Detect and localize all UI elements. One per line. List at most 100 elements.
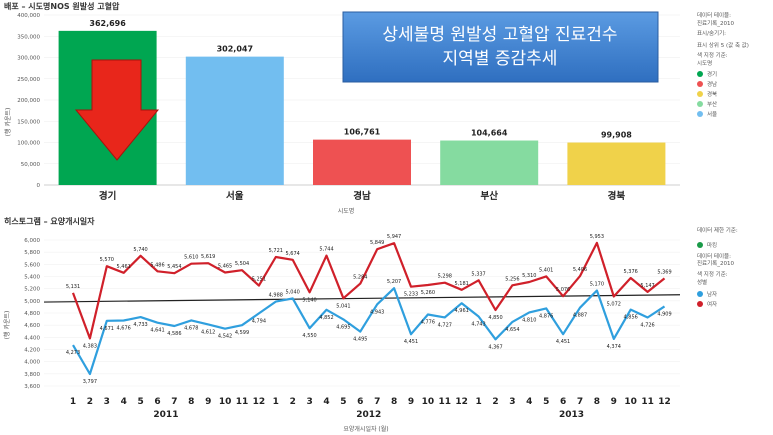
- line-data-label: 4,727: [438, 322, 452, 328]
- bar-legend-entry: 경남: [707, 80, 717, 88]
- bar-x-axis: 경기 서울 경남 부산 경북: [99, 190, 626, 202]
- line-legend-line: 데이터 제한 기준:: [697, 226, 738, 234]
- line-x-tick-label: 8: [188, 397, 194, 407]
- banner-title-line2: 지역별 증감추세: [443, 49, 558, 69]
- bar[interactable]: [313, 139, 411, 185]
- bar-legend-line: 시도명: [697, 60, 712, 67]
- down-arrow-icon: [74, 59, 160, 161]
- line-data-label: 4,743: [471, 321, 485, 327]
- line-x-tick-label: 12: [455, 397, 468, 407]
- line-data-label: 5,744: [319, 247, 333, 253]
- bar-data-label: 302,047: [217, 45, 253, 54]
- line-data-label: 5,610: [184, 255, 198, 261]
- bar-legend-entry: 경북: [707, 91, 717, 98]
- line-data-label: 4,671: [100, 326, 114, 332]
- series-line-male[interactable]: [72, 287, 666, 376]
- bar-legend-swatch: [697, 101, 703, 107]
- bar-series[interactable]: 362,696 302,047 106,761 104,664 99,908: [58, 19, 666, 186]
- line-data-label: 5,406: [573, 267, 587, 273]
- bar-legend-line: 표시/숨기기:: [697, 29, 726, 37]
- bar-data-label: 362,696: [89, 19, 126, 28]
- line-data-label: 4,943: [370, 309, 384, 315]
- bar-category-label: 서울: [226, 190, 244, 202]
- line-x-tick-label: 12: [253, 397, 266, 407]
- bar-y-tick-label: 400,000: [17, 13, 40, 19]
- line-data-label: 4,586: [167, 331, 181, 337]
- line-y-axis-label: (행 카운트): [3, 311, 11, 340]
- line-x-tick-label: 3: [104, 397, 110, 407]
- line-legend-line: 성별: [697, 278, 707, 286]
- bar-legend-line: 진료기록_2010: [697, 19, 734, 27]
- bar-chart-title: 배포 – 시도명NOS 원발성 고혈압: [4, 1, 120, 11]
- bar-category-label: 경기: [99, 190, 116, 202]
- line-y-tick-label: 4,400: [24, 335, 40, 341]
- line-legend-line: 진료기록_2010: [697, 259, 734, 267]
- line-data-label: 4,988: [269, 293, 283, 299]
- line-gridlines: [44, 239, 680, 387]
- series-line-female[interactable]: [71, 241, 666, 340]
- line-data-label: 5,947: [387, 234, 401, 240]
- line-data-label: 5,170: [590, 281, 604, 287]
- line-data-label: 5,233: [404, 292, 418, 298]
- line-data-label: 4,887: [573, 313, 587, 319]
- line-data-label: 4,876: [539, 313, 553, 319]
- line-x-tick-label: 1: [475, 397, 481, 407]
- line-x-tick-label: 7: [374, 397, 380, 407]
- line-data-label: 4,383: [83, 343, 97, 349]
- line-x-tick-label: 9: [408, 397, 414, 407]
- line-data-label: 4,856: [624, 315, 638, 321]
- line-x-tick-label: 10: [219, 397, 232, 407]
- line-x-tick-label: 6: [154, 397, 160, 407]
- bar-y-tick-label: 0: [37, 183, 41, 189]
- line-legend: 데이터 제한 기준: 마킹 데이터 테이블: 진료기록_2010 색 지정 기준…: [697, 226, 738, 308]
- bar-legend-swatch: [697, 71, 703, 77]
- line-y-tick-label: 3,600: [24, 384, 40, 390]
- line-data-label: 5,260: [421, 290, 435, 296]
- line-x-tick-label: 2: [87, 397, 93, 407]
- line-y-tick-label: 5,800: [24, 250, 40, 256]
- line-data-label: 5,369: [657, 269, 671, 275]
- bar-legend-entry: 서울: [707, 110, 717, 118]
- bar[interactable]: [567, 142, 666, 185]
- line-data-label: 4,678: [184, 325, 198, 331]
- line-legend-line: 데이터 테이블:: [697, 252, 731, 260]
- line-x-tick-label: 12: [658, 397, 671, 407]
- line-x-tick-label: 4: [121, 397, 127, 407]
- line-data-label: 5,674: [286, 251, 300, 257]
- line-data-label: 4,599: [235, 330, 249, 336]
- line-data-label: 5,181: [455, 281, 469, 287]
- banner-title-line1: 상세불명 원발성 고혈압 진료건수: [382, 25, 617, 45]
- line-data-label: 5,076: [556, 287, 570, 293]
- line-x-tick-label: 7: [171, 397, 177, 407]
- bar[interactable]: [440, 140, 539, 185]
- line-year-label: 2013: [559, 410, 584, 420]
- line-data-label: 4,676: [117, 326, 131, 332]
- line-x-tick-label: 6: [357, 397, 363, 407]
- line-data-label: 4,850: [488, 315, 502, 321]
- bar-y-tick-label: 200,000: [17, 98, 40, 104]
- line-legend-swatch: [697, 291, 703, 297]
- bar[interactable]: [185, 56, 284, 186]
- line-x-tick-label: 7: [577, 397, 583, 407]
- line-data-label: 5,041: [336, 303, 350, 309]
- line-year-label: 2011: [153, 410, 178, 420]
- bar-legend: 데이터 테이블: 진료기록_2010 표시/숨기기: 표시 상위 5 (값 축 …: [697, 11, 749, 118]
- line-data-label: 4,733: [133, 322, 147, 328]
- line-data-label: 4,550: [302, 333, 316, 339]
- line-x-tick-label: 10: [422, 397, 435, 407]
- line-y-tick-label: 4,200: [24, 348, 40, 354]
- bar-legend-entry: 경기: [707, 70, 717, 78]
- line-x-tick-label: 1: [273, 397, 279, 407]
- line-data-label: 5,310: [522, 273, 536, 279]
- line-x-tick-label: 2: [492, 397, 498, 407]
- line-data-label: 4,852: [319, 315, 333, 321]
- title-banner: 상세불명 원발성 고혈압 진료건수 지역별 증감추세: [342, 11, 659, 83]
- line-chart-title: 히스토그램 – 요양개시일자: [4, 216, 95, 226]
- line-x-tick-label: 3: [306, 397, 312, 407]
- line-y-tick-label: 4,000: [24, 360, 40, 366]
- line-year-label: 2012: [356, 410, 381, 420]
- line-x-tick-label: 4: [323, 397, 329, 407]
- line-x-tick-label: 1: [70, 397, 76, 407]
- line-y-tick-label: 4,600: [24, 323, 40, 329]
